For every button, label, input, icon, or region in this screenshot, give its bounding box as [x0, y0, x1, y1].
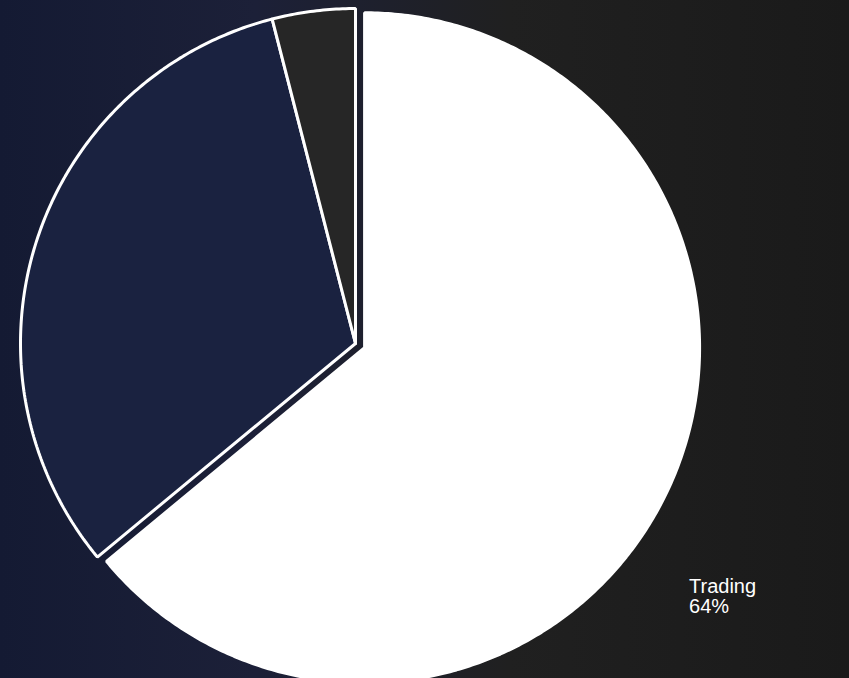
svg-text:Trading64%: Trading64%	[689, 575, 756, 617]
